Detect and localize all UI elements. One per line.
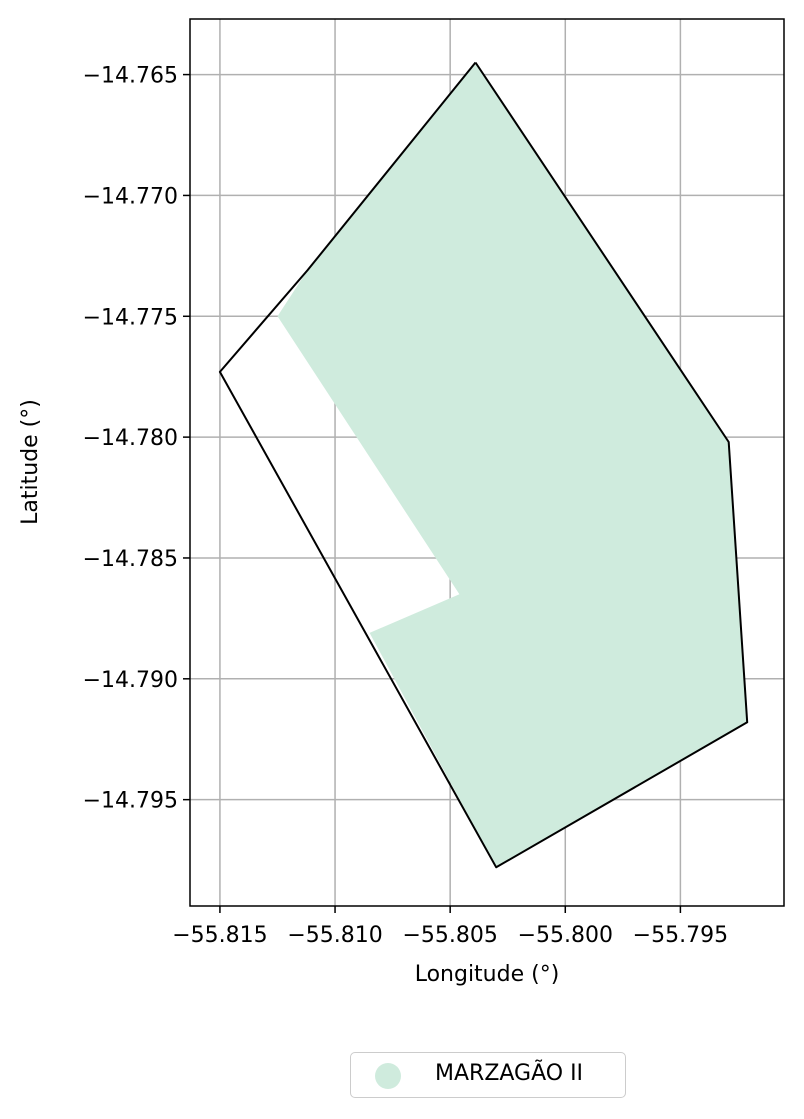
x-tick-label-4: −55.795 — [633, 923, 728, 948]
outline-layer — [218, 61, 749, 869]
legend: MARZAGÃO II — [350, 1052, 626, 1098]
filled-area-polygon — [277, 62, 748, 868]
y-tick-label-6: −14.795 — [83, 789, 178, 814]
x-tick-label-2: −55.805 — [402, 923, 497, 948]
y-tick-label-1: −14.770 — [83, 184, 178, 209]
y-axis-label: Latitude (°) — [18, 399, 43, 525]
y-tick-label-2: −14.775 — [83, 305, 178, 330]
legend-label: MARZAGÃO II — [435, 1061, 584, 1086]
y-tick-label-4: −14.785 — [83, 547, 178, 572]
filled-area-layer — [277, 62, 748, 868]
y-tick-label-3: −14.780 — [83, 426, 178, 451]
x-axis-ticks: −55.815 −55.810 −55.805 −55.800 −55.795 — [172, 906, 728, 948]
y-tick-label-0: −14.765 — [83, 64, 178, 89]
x-tick-label-3: −55.800 — [518, 923, 613, 948]
y-tick-label-5: −14.790 — [83, 668, 178, 693]
legend-marker-icon — [375, 1063, 401, 1089]
x-axis-label: Longitude (°) — [415, 962, 560, 987]
y-axis-ticks: −14.765 −14.770 −14.775 −14.780 −14.785 −14.7… — [83, 64, 190, 814]
x-tick-label-0: −55.815 — [172, 923, 267, 948]
x-tick-label-1: −55.810 — [287, 923, 382, 948]
axes-frame — [189, 18, 785, 907]
boundary-outline — [218, 61, 749, 869]
